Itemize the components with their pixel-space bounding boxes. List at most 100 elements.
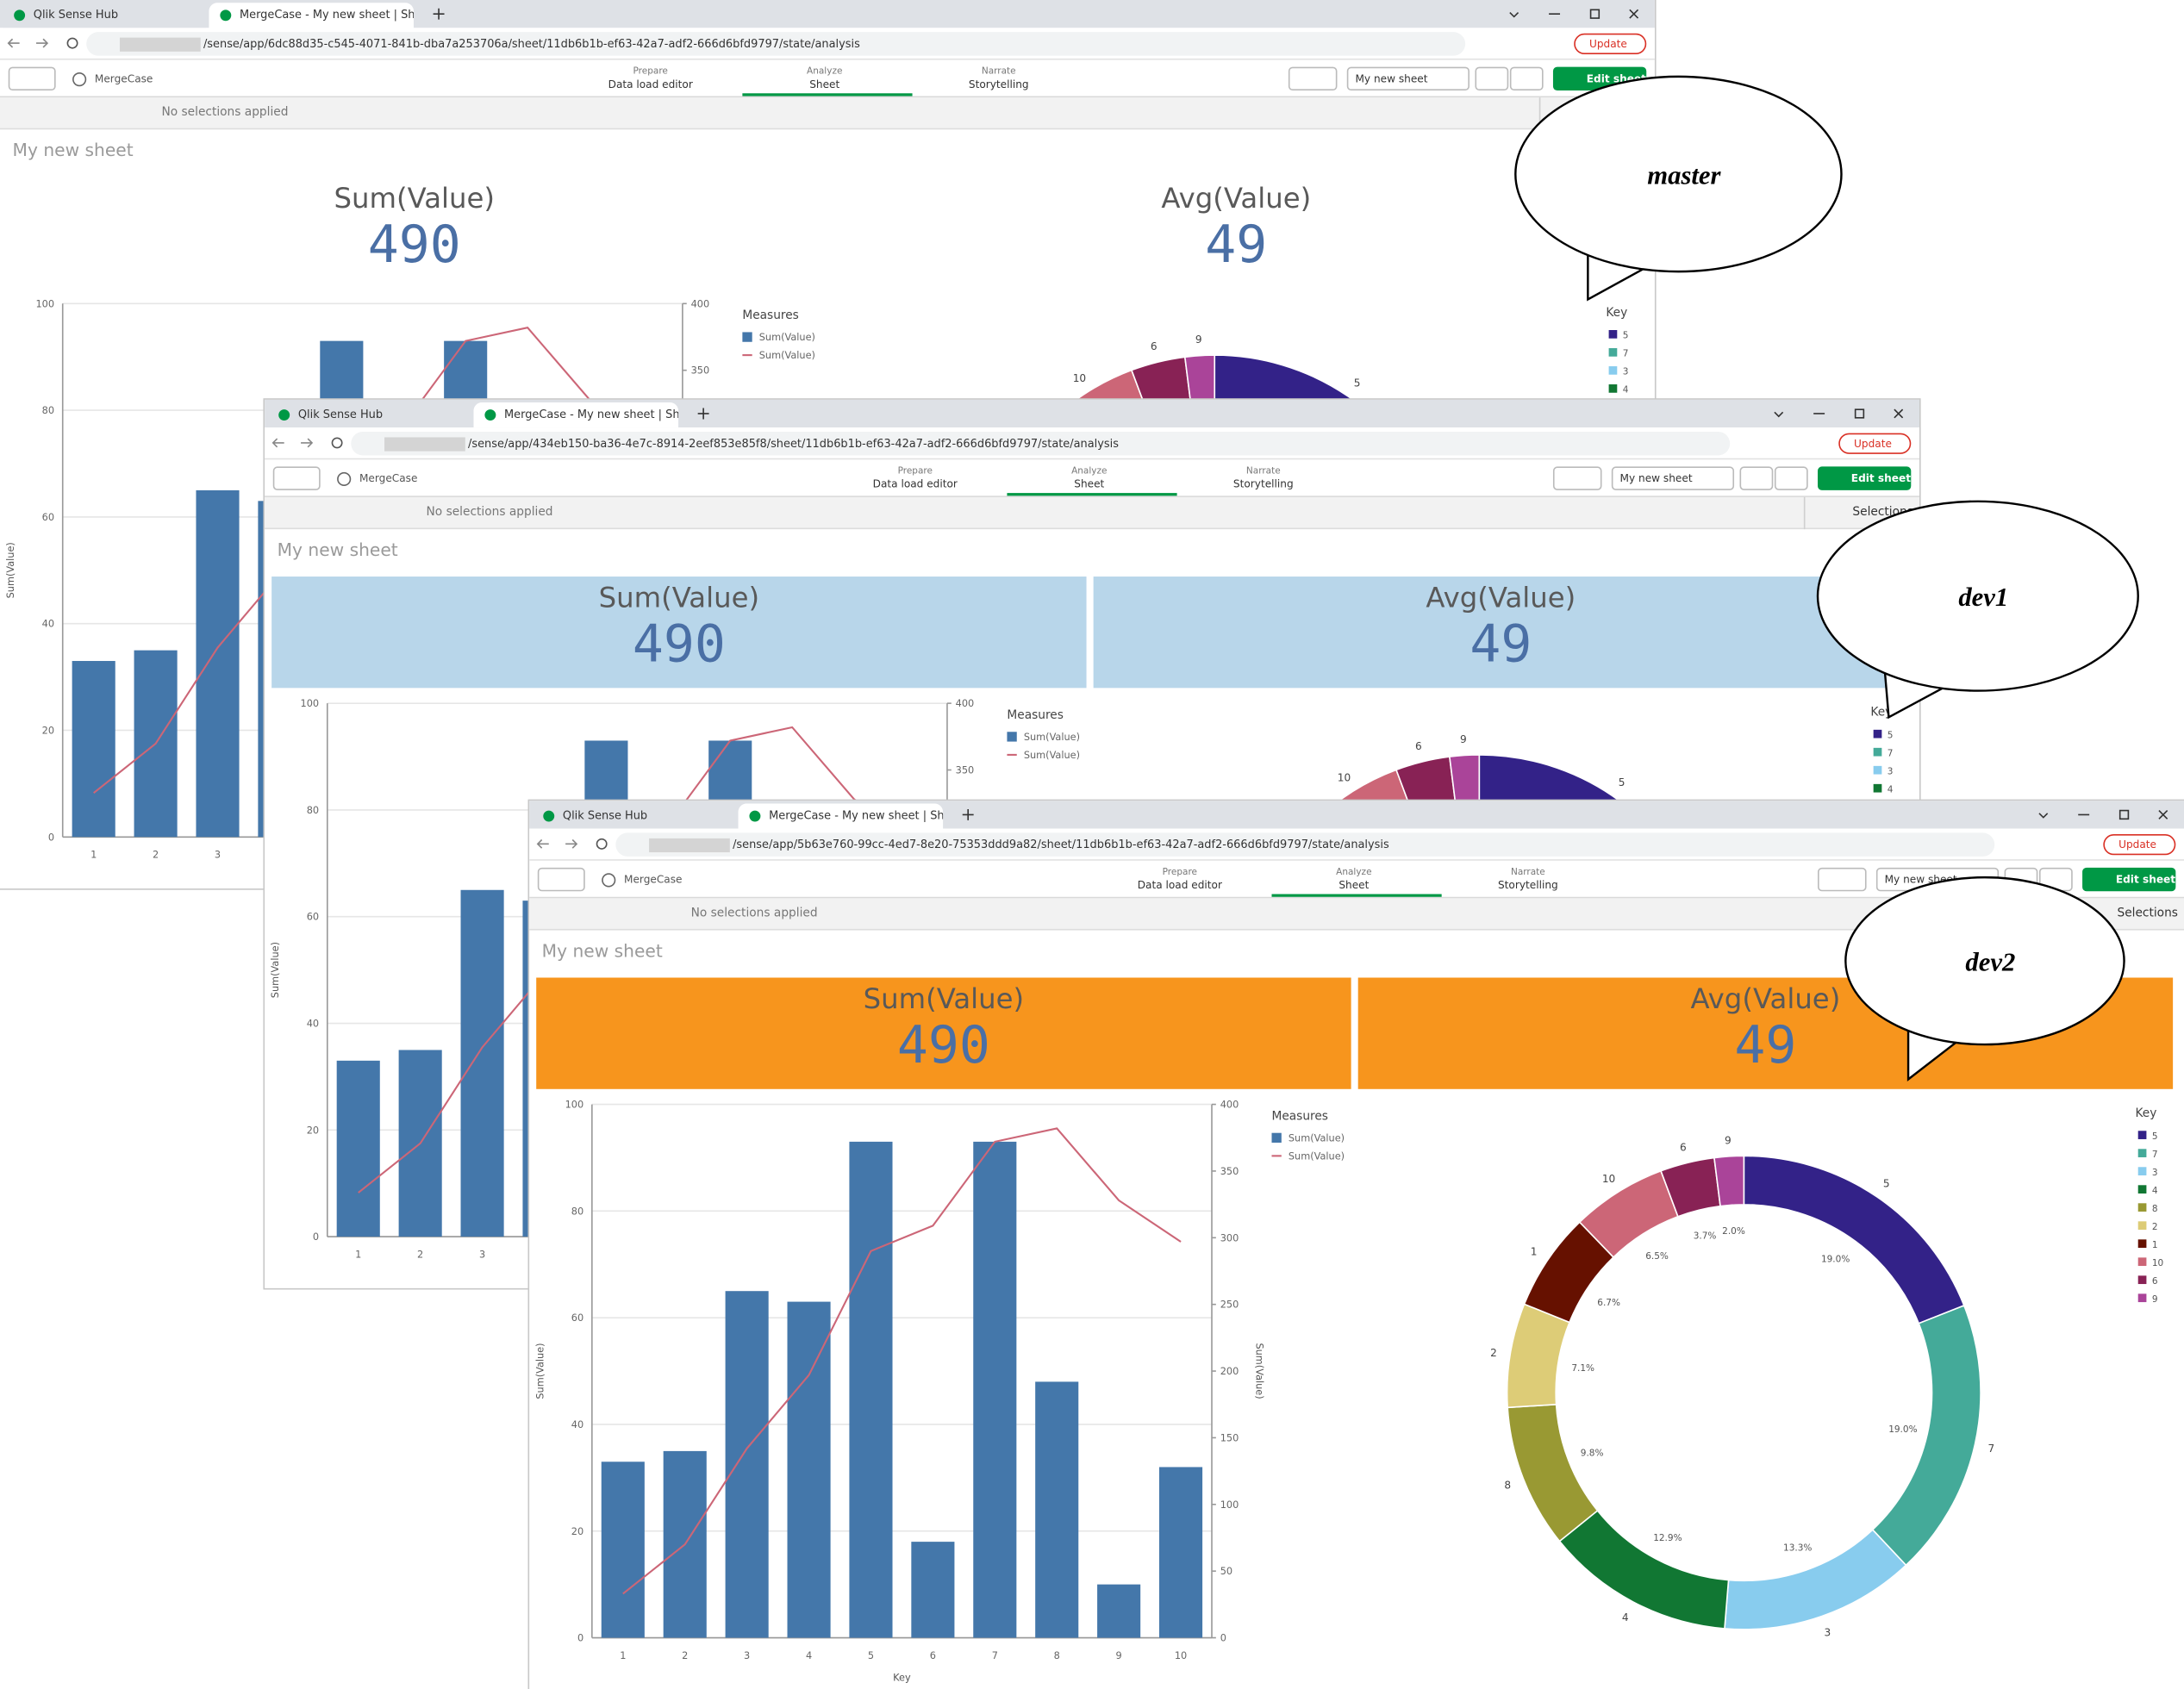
legend-swatch xyxy=(1873,747,1882,757)
menu-button[interactable] xyxy=(272,466,321,490)
x-axis-title: Key xyxy=(893,1673,911,1684)
legend-swatch xyxy=(1608,384,1618,393)
y-axis-title: Sum(Value) xyxy=(534,1343,546,1399)
edit-sheet-button[interactable]: Edit sheet xyxy=(1818,466,1912,490)
forward-button[interactable] xyxy=(36,38,49,48)
browser-tab[interactable]: Qlik Sense Hub xyxy=(532,803,736,829)
y2-tick-label: 350 xyxy=(1220,1166,1239,1177)
url-text: /sense/app/434eb150-ba36-4e7c-8914-2eef8… xyxy=(468,437,1119,451)
menu-button[interactable] xyxy=(537,867,585,892)
x-tick-label: 9 xyxy=(1116,1650,1122,1661)
new-tab[interactable] xyxy=(962,808,974,820)
update-button[interactable]: Update xyxy=(1838,433,1912,454)
selections-button[interactable]: Selections xyxy=(2117,907,2178,921)
window-control[interactable] xyxy=(1894,408,1904,419)
forward-button[interactable] xyxy=(565,838,578,849)
browser-tab[interactable]: MergeCase - My new sheet | She xyxy=(738,803,944,829)
window-control[interactable] xyxy=(1629,9,1639,19)
narrate-tab[interactable]: Narrate Storytelling xyxy=(915,64,1083,91)
url-redaction xyxy=(649,838,730,853)
browser-tab[interactable]: MergeCase - My new sheet | She xyxy=(209,3,414,28)
legend-label: 1 xyxy=(2152,1240,2158,1250)
x-tick-label: 3 xyxy=(479,1249,485,1260)
legend-label: 9 xyxy=(2152,1294,2158,1305)
slice-percent-label: 13.3% xyxy=(1783,1543,1812,1553)
slice-key-label: 2 xyxy=(1490,1347,1497,1359)
back-button[interactable] xyxy=(536,838,549,849)
update-button[interactable]: Update xyxy=(2103,834,2176,856)
legend-title: Key xyxy=(1606,306,1627,320)
y-tick-label: 40 xyxy=(42,619,54,630)
bar xyxy=(787,1301,831,1638)
analyze-label: Analyze xyxy=(1071,464,1108,477)
window-control[interactable] xyxy=(2158,809,2168,820)
kpi-label: Avg(Value) xyxy=(1426,580,1576,614)
bookmark-button[interactable] xyxy=(1288,66,1338,91)
url-field[interactable]: /sense/app/434eb150-ba36-4e7c-8914-2eef8… xyxy=(351,431,1731,456)
legend-swatch xyxy=(1271,1132,1282,1144)
window-control[interactable] xyxy=(2118,809,2130,820)
window-control[interactable] xyxy=(1589,9,1601,19)
edit-sheet-button[interactable]: Edit sheet xyxy=(2082,867,2176,892)
legend-label: 7 xyxy=(1888,749,1894,759)
analyze-tab[interactable]: Analyze Sheet xyxy=(1006,464,1173,491)
new-tab[interactable] xyxy=(697,408,709,420)
back-button[interactable] xyxy=(271,438,284,448)
app-icon xyxy=(72,72,87,87)
back-button[interactable] xyxy=(7,38,20,48)
legend-title: Key xyxy=(2135,1106,2156,1120)
narrate-tab[interactable]: Narrate Storytelling xyxy=(1445,865,1612,893)
browser-tab[interactable]: MergeCase - My new sheet | She xyxy=(473,402,679,428)
window-control[interactable] xyxy=(2038,813,2049,819)
url-field[interactable]: /sense/app/5b63e760-99cc-4ed7-8e20-75353… xyxy=(615,832,1995,857)
nav-icons xyxy=(7,37,78,49)
reload-button[interactable] xyxy=(66,37,78,49)
sheet-menu[interactable]: My new sheet xyxy=(1346,66,1470,91)
prepare-tab[interactable]: Prepare Data load editor xyxy=(832,464,999,491)
bookmark-button[interactable] xyxy=(1552,466,1602,490)
menu-button[interactable] xyxy=(8,66,56,91)
analyze-tab[interactable]: Analyze Sheet xyxy=(1270,865,1438,893)
legend-title: Key xyxy=(1870,706,1892,720)
forward-button[interactable] xyxy=(301,438,314,448)
legend-label: 3 xyxy=(1623,367,1629,377)
narrate-value: Storytelling xyxy=(968,78,1029,91)
next-sheet[interactable] xyxy=(1774,466,1808,490)
sheet-menu[interactable]: My new sheet xyxy=(1611,466,1735,490)
bookmark-button[interactable] xyxy=(1818,867,1867,892)
next-sheet[interactable] xyxy=(1509,66,1544,91)
selection-divider xyxy=(1538,97,1541,130)
new-tab[interactable] xyxy=(433,8,445,20)
y-tick-label: 60 xyxy=(42,512,54,523)
slice-key-label: 8 xyxy=(1504,1480,1511,1492)
window-control[interactable] xyxy=(1509,11,1519,18)
prepare-tab[interactable]: Prepare Data load editor xyxy=(567,64,734,91)
kpi: Sum(Value) 490 xyxy=(536,977,1351,1089)
reload-button[interactable] xyxy=(331,437,343,449)
url-field[interactable]: /sense/app/6dc88d35-c545-4071-841b-dba7a… xyxy=(86,32,1466,56)
prepare-tab[interactable]: Prepare Data load editor xyxy=(1096,865,1264,893)
sheet-title: My new sheet xyxy=(541,939,663,962)
analyze-tab[interactable]: Analyze Sheet xyxy=(741,64,908,91)
browser-tab[interactable]: Qlik Sense Hub xyxy=(3,3,207,28)
bar xyxy=(336,1060,380,1237)
legend-label: Sum(Value) xyxy=(1024,732,1080,743)
legend-swatch xyxy=(2137,1293,2147,1303)
narrate-tab[interactable]: Narrate Storytelling xyxy=(1180,464,1347,491)
callout-bubble xyxy=(1816,500,2139,692)
window-control[interactable] xyxy=(1854,408,1865,419)
prev-sheet[interactable] xyxy=(1475,66,1509,91)
prev-sheet[interactable] xyxy=(1739,466,1774,490)
url-text: /sense/app/5b63e760-99cc-4ed7-8e20-75353… xyxy=(733,838,1389,851)
browser-tab[interactable]: Qlik Sense Hub xyxy=(267,402,471,428)
address-bar: /sense/app/5b63e760-99cc-4ed7-8e20-75353… xyxy=(529,828,2184,861)
kpi-value: 49 xyxy=(1205,214,1268,275)
window-control[interactable] xyxy=(1774,411,1784,418)
reload-button[interactable] xyxy=(596,838,608,850)
tab-title: Qlik Sense Hub xyxy=(33,8,119,22)
legend-swatch xyxy=(1007,732,1017,742)
kpi-label: Sum(Value) xyxy=(334,181,496,215)
legend-swatch xyxy=(2137,1203,2147,1212)
update-button[interactable]: Update xyxy=(1574,33,1647,55)
